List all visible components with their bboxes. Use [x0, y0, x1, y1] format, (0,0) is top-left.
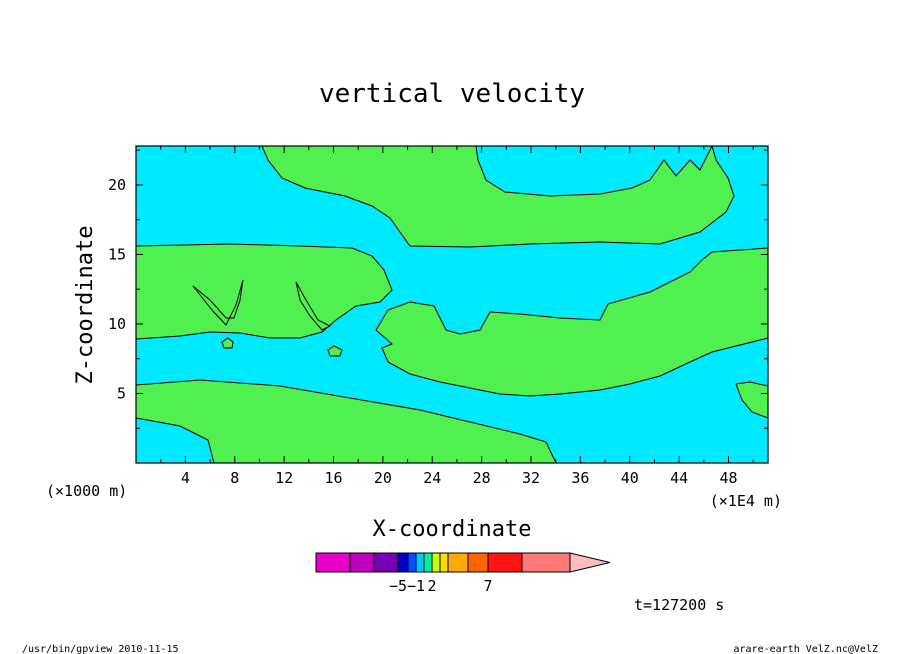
plot-frame: [135, 145, 769, 464]
x-tick-label: 12: [275, 469, 293, 487]
x-tick-label: 24: [423, 469, 441, 487]
colorbar-label: −5: [389, 577, 407, 595]
colorbar-swatch: [349, 552, 375, 573]
chart-title: vertical velocity: [319, 79, 585, 109]
colorbar-label: 7: [483, 577, 492, 595]
plot-area: [135, 145, 769, 464]
y-axis-label: Z-coordinate: [73, 226, 98, 385]
colorbar-swatch: [431, 552, 441, 573]
colorbar-swatch: [439, 552, 449, 573]
colorbar-swatch: [521, 552, 571, 573]
contour-blob-small-2: [327, 345, 343, 357]
colorbar-swatch: [487, 552, 523, 573]
time-label: t=127200 s: [634, 596, 724, 614]
contour-region-middle-right: [375, 247, 768, 397]
footer-left: /usr/bin/gpview 2010-11-15: [22, 644, 179, 654]
x-tick-label: 36: [571, 469, 589, 487]
x-tick-label: 20: [374, 469, 392, 487]
colorbar-label: 2: [427, 577, 436, 595]
x-tick-label: 44: [670, 469, 688, 487]
colorbar-swatch: [447, 552, 469, 573]
colorbar-labels: −5 −1 2 7: [389, 577, 493, 595]
y-tick-label: 10: [108, 315, 126, 333]
x-tick-label: 32: [522, 469, 540, 487]
x-unit-right: (×1E4 m): [710, 492, 782, 510]
colorbar-swatch: [415, 552, 425, 573]
x-tick-label: 40: [621, 469, 639, 487]
x-axis-label: X-coordinate: [373, 517, 532, 542]
x-tick-label: 48: [719, 469, 737, 487]
colorbar-label: −1: [407, 577, 425, 595]
contour-region-middle-left: [136, 243, 393, 340]
positive-regions: [136, 146, 768, 463]
y-tick-label: 15: [108, 245, 126, 263]
x-tick-label: 8: [230, 469, 239, 487]
contour-tongue-1: [192, 279, 244, 326]
colorbar-swatch: [315, 552, 351, 573]
colorbar-swatch: [407, 552, 417, 573]
x-tick-label: 16: [324, 469, 342, 487]
x-unit-left: (×1000 m): [46, 482, 127, 500]
axis-ticks: [136, 146, 768, 463]
colorbar-swatch: [423, 552, 433, 573]
x-tick-labels: 4 8 12 16 20 24 28 32 36 40 44 48: [181, 469, 738, 487]
y-tick-label: 5: [117, 384, 126, 402]
contour-region-upper-right: [261, 146, 735, 248]
colorbar-swatch: [373, 552, 399, 573]
y-tick-labels: 5 10 15 20: [108, 176, 126, 403]
colorbar: [315, 552, 611, 573]
colorbar-swatch: [467, 552, 489, 573]
contour-region-lower-right: [735, 381, 768, 419]
colorbar-arrow: [569, 552, 611, 573]
y-tick-label: 20: [108, 176, 126, 194]
contour-region-lower-band: [136, 379, 557, 463]
contour-blob-small-1: [221, 337, 234, 349]
footer-right: arare-earth_VelZ.nc@VelZ: [734, 644, 879, 654]
colorbar-swatch: [397, 552, 409, 573]
x-tick-label: 28: [473, 469, 491, 487]
contour-tongue-2: [295, 281, 332, 331]
x-tick-label: 4: [181, 469, 190, 487]
